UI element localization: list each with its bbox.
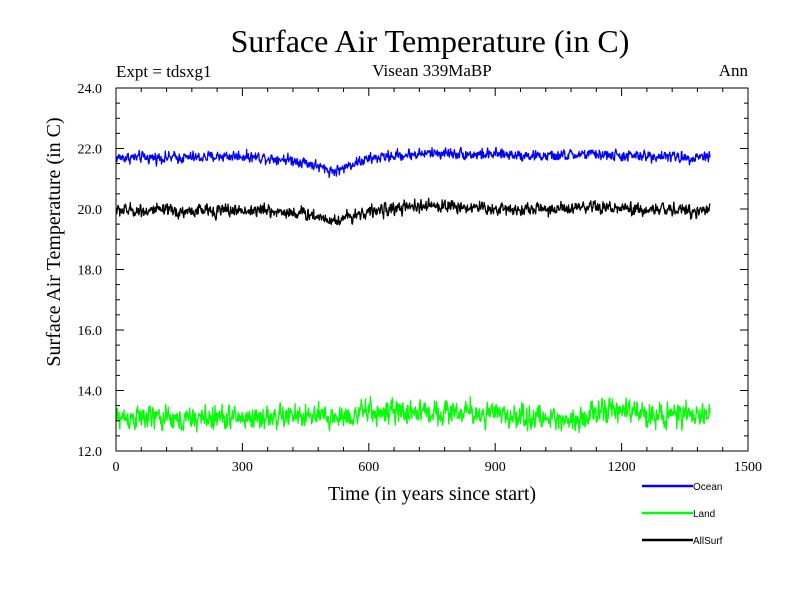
chart-title: Surface Air Temperature (in C) (231, 23, 630, 59)
x-tick-label: 1200 (608, 460, 636, 475)
y-tick-label: 12.0 (78, 445, 103, 460)
y-tick-label: 14.0 (78, 385, 103, 400)
y-tick-label: 24.0 (78, 82, 103, 97)
plot-lines (115, 146, 711, 434)
legend-label-land: Land (693, 509, 715, 520)
series-line-allsurf (115, 197, 711, 226)
subtitle-center: Visean 339MaBP (372, 61, 491, 80)
x-tick-label: 300 (232, 460, 253, 475)
x-tick-label: 1500 (734, 460, 762, 475)
legend-label-ocean: Ocean (693, 482, 722, 493)
y-tick-label: 16.0 (78, 324, 103, 339)
subtitle-left: Expt = tdsxg1 (116, 62, 212, 81)
series-line-ocean (115, 146, 711, 179)
subtitle-right: Ann (719, 61, 749, 80)
axes: 12.0 14.0 16.0 18.0 20.0 22.0 24.0 0 300 600 900 12… (78, 82, 763, 475)
legend-label-allsurf: AllSurf (693, 536, 723, 547)
x-tick-label: 0 (113, 460, 120, 475)
y-axis-label: Surface Air Temperature (in C) (43, 117, 65, 366)
x-tick-label: 900 (485, 460, 506, 475)
x-tick-label: 600 (358, 460, 379, 475)
plot-frame (115, 87, 749, 452)
series-line-land (115, 396, 711, 434)
legend: Ocean Land AllSurf (642, 482, 723, 547)
x-axis-label: Time (in years since start) (328, 483, 536, 505)
y-tick-label: 22.0 (78, 143, 103, 158)
y-tick-label: 18.0 (78, 264, 103, 279)
y-tick-label: 20.0 (78, 203, 103, 218)
